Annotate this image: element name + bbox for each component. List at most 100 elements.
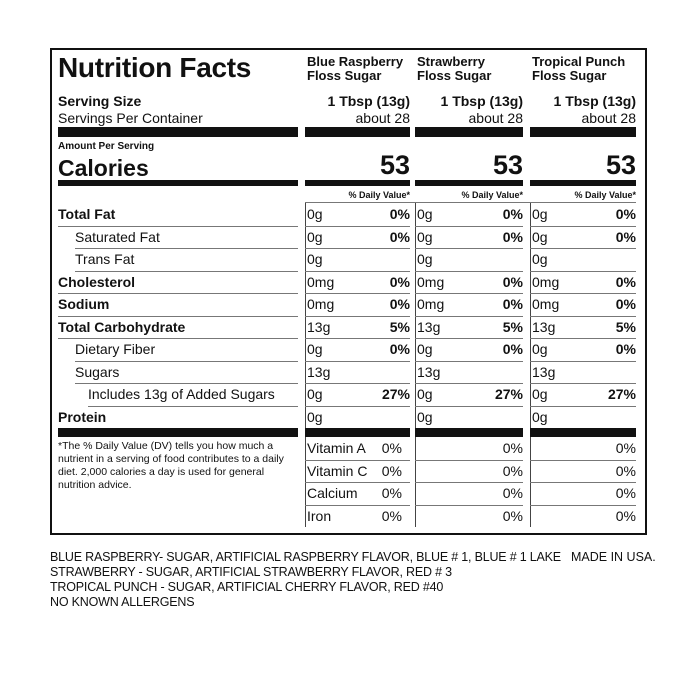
rule — [415, 405, 523, 407]
nutrient-amount: 0g — [417, 228, 433, 245]
nutrient-amount: 0g — [417, 206, 433, 222]
divider-bar — [58, 127, 298, 137]
amount-per-serving: Amount Per Serving — [58, 141, 155, 152]
rule — [415, 383, 523, 384]
daily-value: 0% — [389, 228, 410, 245]
vitamin-value: 0% — [615, 440, 636, 456]
footnote: *The % Daily Value (DV) tells you how mu… — [58, 440, 284, 491]
nutrient-amount: 13g — [417, 363, 441, 380]
nutrient-amount: 0g — [417, 251, 433, 267]
nutrient-name: Total Carbohydrate — [58, 318, 186, 335]
divider-bar — [305, 127, 410, 137]
nutrient-amount: 0mg — [532, 296, 560, 312]
servings: about 28 — [581, 110, 637, 126]
daily-value: 0% — [502, 341, 523, 357]
nutrient-name: Total Fat — [58, 206, 116, 222]
serving-size: 1 Tbsp (13g) — [553, 93, 636, 109]
calories: 53 — [379, 150, 410, 180]
nutrient-amount: 0g — [307, 206, 323, 222]
vitamin-value: 0% — [381, 485, 402, 501]
product-name: Blue Raspberry — [307, 54, 404, 69]
daily-value: 0% — [389, 206, 410, 222]
vitamin-name: Vitamin C — [307, 462, 368, 479]
vitamin-value: 0% — [615, 462, 636, 479]
nutrient-amount: 0mg — [307, 296, 335, 312]
daily-value: 0% — [615, 341, 636, 357]
nutrient-amount: 13g — [532, 318, 556, 335]
daily-value-label: % Daily Value* — [574, 190, 636, 200]
vitamin-name: Iron — [307, 507, 332, 524]
vitamin-name: Calcium — [307, 485, 358, 501]
divider-bar — [58, 428, 298, 437]
divider-bar — [58, 180, 298, 186]
divider-bar — [415, 428, 523, 437]
daily-value: 0% — [615, 273, 636, 290]
nutrient-amount: 0g — [417, 408, 433, 425]
rule — [530, 360, 636, 362]
rule — [75, 383, 298, 384]
made-in: MADE IN USA. — [571, 550, 656, 564]
rule — [305, 338, 410, 339]
rule — [530, 225, 636, 227]
daily-value: 27% — [494, 386, 523, 402]
rule — [530, 405, 636, 407]
product-name: Floss Sugar — [417, 68, 492, 83]
rule — [415, 315, 523, 317]
ingredients-line: STRAWBERRY - SUGAR, ARTIFICIAL STRAWBERR… — [50, 565, 452, 579]
divider-bar — [415, 180, 523, 186]
rule — [305, 293, 410, 294]
rule — [415, 360, 523, 362]
servings: about 28 — [468, 110, 524, 126]
rule — [305, 225, 410, 227]
rule — [58, 315, 298, 317]
divider-bar — [530, 127, 636, 137]
nutrient-name: Sugars — [75, 363, 120, 380]
daily-value: 0% — [502, 228, 523, 245]
rule — [305, 405, 410, 407]
rule — [88, 405, 298, 407]
divider-bar — [415, 127, 523, 137]
nutrient-amount: 0g — [307, 341, 323, 357]
nutrient-amount: 0g — [532, 408, 548, 425]
nutrient-amount: 0g — [307, 251, 323, 267]
nutrient-name: Trans Fat — [75, 251, 135, 267]
nutrient-name: Sodium — [58, 296, 110, 312]
rule — [305, 360, 410, 362]
daily-value: 0% — [502, 296, 523, 312]
nutrient-amount: 0mg — [532, 273, 560, 290]
vitamin-value: 0% — [502, 485, 523, 501]
servings-label: Servings Per Container — [58, 110, 203, 126]
rule — [305, 383, 410, 384]
rule — [75, 248, 298, 249]
daily-value: 5% — [389, 318, 410, 335]
ingredients-line: BLUE RASPBERRY- SUGAR, ARTIFICIAL RASPBE… — [50, 550, 561, 564]
daily-value: 0% — [502, 206, 523, 222]
divider-bar — [305, 428, 410, 437]
rule — [75, 270, 298, 272]
divider-bar — [530, 428, 636, 437]
serving-size-label: Serving Size — [58, 93, 142, 109]
rule — [530, 482, 636, 483]
nutrient-amount: 0g — [532, 341, 548, 357]
rule — [415, 504, 523, 506]
nutrient-amount: 13g — [417, 318, 441, 335]
nutrient-amount: 13g — [307, 363, 331, 380]
rule — [530, 383, 636, 384]
servings: about 28 — [355, 110, 411, 126]
serving-size: 1 Tbsp (13g) — [440, 93, 523, 109]
nutrient-name: Includes 13g of Added Sugars — [88, 386, 275, 402]
rule — [415, 459, 523, 461]
product-name: Floss Sugar — [307, 68, 382, 83]
calories: 53 — [605, 150, 636, 180]
nutrient-amount: 0mg — [417, 273, 445, 290]
nutrient-amount: 0g — [417, 341, 433, 357]
rule — [415, 225, 523, 227]
nutrient-name: Cholesterol — [58, 273, 136, 290]
rule — [58, 225, 298, 227]
rule — [75, 360, 298, 362]
nutrient-amount: 0mg — [417, 296, 445, 312]
rule — [58, 293, 298, 294]
product-name: Floss Sugar — [532, 68, 607, 83]
nutrient-name: Dietary Fiber — [75, 341, 156, 357]
rule — [305, 202, 636, 203]
